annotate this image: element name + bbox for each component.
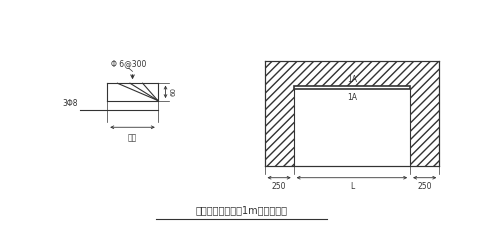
Text: 250: 250 [417,182,432,191]
Text: 3Φ8: 3Φ8 [63,99,78,108]
Text: 1A: 1A [347,75,357,84]
Text: 250: 250 [272,182,287,191]
Text: 60: 60 [170,87,176,96]
Text: 1A: 1A [347,93,357,102]
Bar [410,61,439,166]
Bar [410,61,439,166]
Bar [265,61,294,166]
Text: 当洞宽小于或等于1m时过梁做法: 当洞宽小于或等于1m时过梁做法 [195,205,287,215]
Bar [294,61,410,85]
Bar [265,61,294,166]
Text: L: L [350,182,354,191]
Text: Φ 6@300: Φ 6@300 [111,59,146,68]
Bar [294,61,410,85]
Bar [294,85,410,89]
Text: 洞宽: 洞宽 [128,133,137,142]
